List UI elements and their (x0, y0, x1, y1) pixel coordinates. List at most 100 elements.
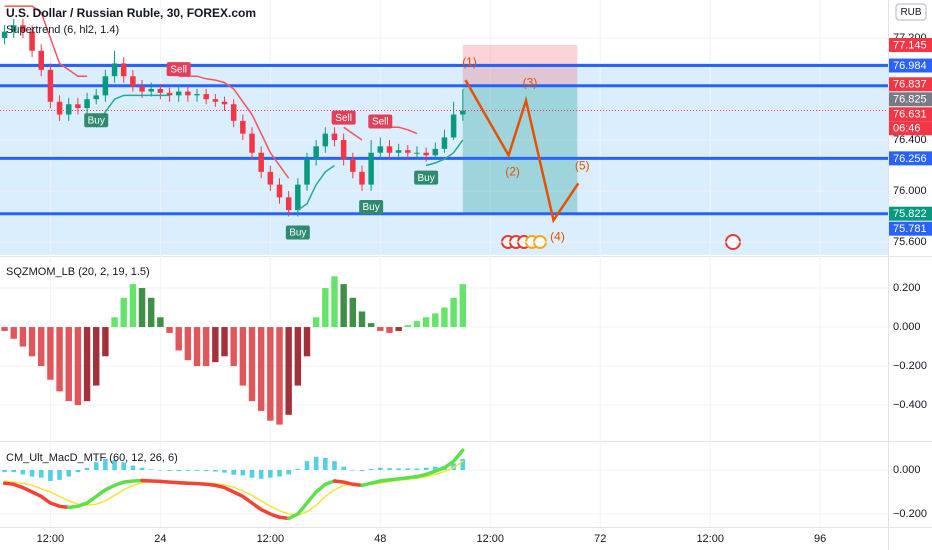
currency-box[interactable] (895, 3, 927, 21)
price-label: 77.145 (893, 39, 927, 51)
price-label-box (889, 77, 932, 92)
momentum-bar (184, 327, 192, 361)
candle-body (102, 76, 109, 96)
candle-body (322, 133, 329, 147)
histogram-bar (130, 465, 136, 470)
candle-body (65, 104, 72, 115)
currency-label[interactable]: RUB (900, 7, 921, 18)
momentum-bar (129, 284, 137, 328)
histogram-bar (350, 469, 356, 471)
histogram-bar (304, 461, 310, 470)
histogram-bar (433, 466, 438, 470)
histogram-bar (460, 458, 466, 470)
momentum-bar (285, 327, 292, 415)
momentum-bar (1, 327, 8, 331)
momentum-bar (166, 327, 173, 333)
momentum-bar (386, 327, 393, 333)
histogram-bar (93, 462, 99, 470)
momentum-bar (257, 327, 265, 411)
histogram-bar (66, 469, 72, 477)
candle-body (377, 146, 384, 153)
candle-body (139, 86, 145, 92)
candle-body (47, 69, 54, 102)
y-tick-label: −0.400 (893, 399, 927, 411)
histogram-bar (158, 469, 163, 471)
histogram-bar (286, 469, 291, 475)
signal-badge (285, 225, 310, 240)
momentum-bar (111, 317, 118, 328)
x-tick-label: 96 (814, 533, 826, 545)
x-tick-label: 72 (594, 533, 606, 545)
momentum-bar (38, 327, 45, 367)
candle-body (258, 152, 264, 172)
candle-body (267, 171, 274, 185)
price-label: 75.822 (893, 208, 927, 220)
momentum-bar (303, 327, 311, 357)
countdown-box (889, 121, 932, 136)
histogram-bar (148, 469, 154, 471)
histogram-bar (139, 467, 145, 470)
momentum-bar (322, 288, 329, 328)
histogram-bar (185, 469, 191, 471)
histogram-bar (249, 469, 255, 478)
candle-body (29, 31, 35, 51)
histogram-bar (121, 462, 127, 470)
momentum-bar (267, 327, 274, 421)
wave-label: (5) (575, 159, 590, 173)
wave-label: (3) (523, 76, 538, 90)
price-label: 76.256 (893, 153, 927, 165)
momentum-bar (120, 297, 127, 328)
indicator-title: Supertrend (6, hl2, 1.4) (6, 24, 119, 36)
signal-label: Buy (363, 202, 380, 213)
momentum-bar (193, 327, 201, 367)
momentum-bar (404, 325, 412, 328)
candle-body (120, 63, 127, 77)
histogram-bar (295, 468, 301, 470)
price-label-box (889, 58, 932, 73)
price-label-box (889, 206, 932, 221)
pane-title: U.S. Dollar / Russian Ruble, 30, FOREX.c… (6, 6, 256, 20)
signal-label: Sell (170, 64, 187, 75)
price-label-box (889, 38, 932, 53)
candle-body (240, 120, 246, 134)
signal-label: Sell (372, 117, 389, 128)
candle-body (450, 114, 457, 138)
histogram-bar (38, 469, 44, 478)
candle-body (340, 139, 347, 160)
momentum-bar (102, 327, 109, 357)
histogram-bar (20, 469, 26, 475)
histogram-bar (103, 458, 108, 470)
candle-body (194, 94, 200, 96)
histogram-bar (323, 457, 328, 470)
signal-badge (166, 62, 191, 77)
candle-body (423, 152, 429, 156)
signal-label: Buy (88, 115, 105, 126)
indicator-line (286, 479, 337, 521)
candle-body (56, 101, 63, 115)
candle-body (38, 50, 44, 70)
candle-body (432, 148, 439, 156)
price-label: 76.837 (893, 79, 927, 91)
histogram-bar (57, 469, 62, 480)
target-zone (462, 84, 578, 214)
momentum-bar (221, 327, 228, 357)
candle-body (157, 88, 164, 93)
x-tick-label: 12:00 (477, 533, 505, 545)
histogram-bar (387, 468, 392, 470)
candle-body (166, 92, 173, 96)
candle-body (10, 25, 17, 32)
histogram-bar (240, 469, 246, 476)
price-label-box (889, 221, 932, 236)
momentum-bar (395, 327, 402, 331)
price-label: 76.631 (893, 109, 927, 121)
candle-body (304, 159, 310, 185)
supertrend-line (4, 5, 88, 77)
countdown-label: 06:46 (893, 123, 921, 135)
signal-badge (368, 114, 393, 129)
histogram-bar (368, 468, 374, 470)
x-tick-label: 24 (154, 533, 166, 545)
candle-body (295, 184, 301, 211)
candle-body (93, 95, 99, 100)
momentum-bar (83, 327, 91, 402)
